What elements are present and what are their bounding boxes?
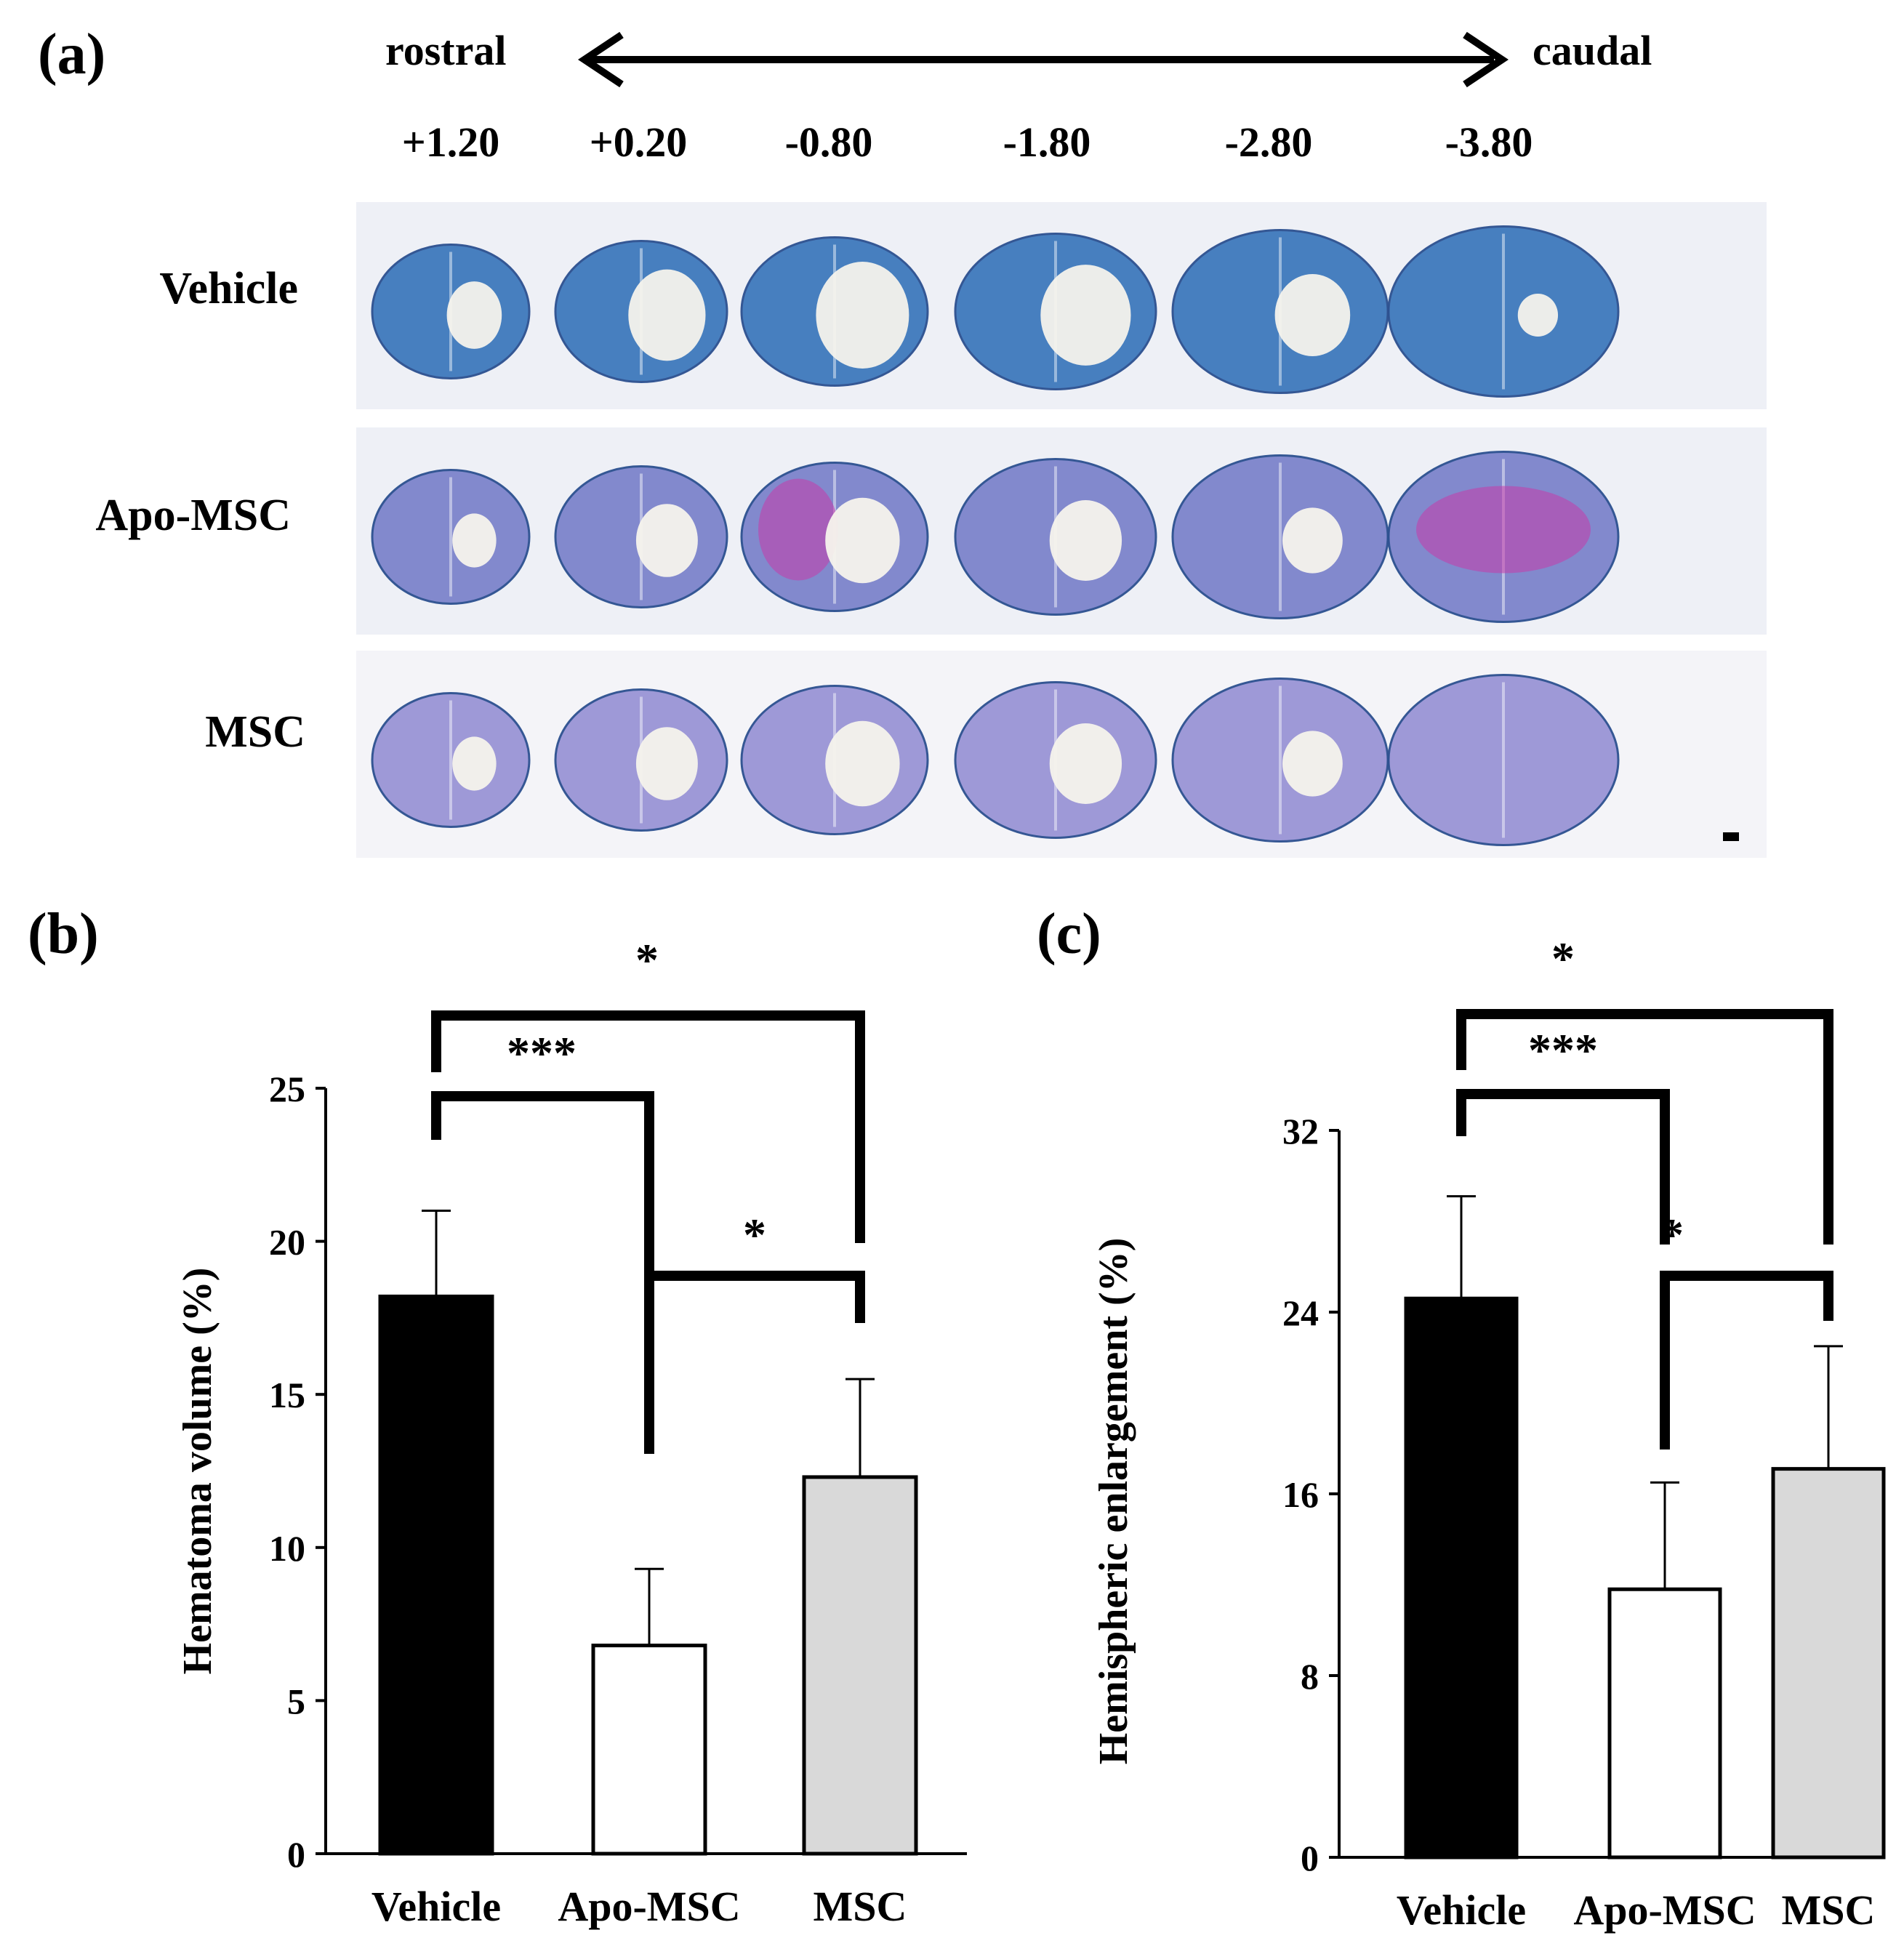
stain-row-image [356, 202, 1767, 409]
y-tick-label: 20 [269, 1222, 305, 1263]
scale-bar [1723, 832, 1739, 841]
brain-section [740, 236, 929, 387]
y-tick-label: 15 [269, 1375, 305, 1415]
y-tick-label: 16 [1282, 1474, 1319, 1515]
hematoma-volume-chart: 0 5 10 15 20 25 Hematoma volume (%) Vehicle Apo-… [175, 934, 967, 1930]
significance-label: * [1660, 1209, 1684, 1261]
x-category-label: MSC [814, 1883, 907, 1930]
brain-section [740, 685, 929, 835]
x-category-label: Apo-MSC [558, 1883, 740, 1930]
brain-section [954, 458, 1157, 616]
panel-label-a: (a) [38, 23, 106, 87]
significance-label: *** [1528, 1024, 1598, 1076]
stain-row-image [356, 651, 1767, 858]
bar [1404, 1296, 1519, 1859]
x-category-label: Apo-MSC [1573, 1886, 1756, 1934]
significance-bracket [1456, 1009, 1833, 1245]
significance-label: * [743, 1209, 766, 1261]
section-coordinate: +0.20 [589, 118, 688, 166]
brain-section [371, 469, 531, 605]
brain-section [1387, 451, 1620, 623]
brain-section [1387, 225, 1620, 398]
brain-section [554, 465, 728, 608]
x-category-label: Vehicle [371, 1883, 501, 1930]
hemispheric-enlargement-chart: 0 8 16 24 32 Hemispheric enlargement (%) Vehic… [1091, 933, 1886, 1934]
bar [378, 1294, 494, 1856]
brain-section [1387, 674, 1620, 846]
y-tick-label: 0 [287, 1834, 305, 1875]
brain-section [1171, 454, 1389, 619]
section-coordinate: +1.20 [401, 118, 500, 166]
y-tick-label: 32 [1282, 1111, 1319, 1151]
y-axis-label: Hematoma volume (%) [175, 1268, 220, 1675]
panel-label-c: (c) [1037, 902, 1101, 966]
brain-section [954, 233, 1157, 390]
brain-section [1171, 229, 1389, 394]
bar [1771, 1467, 1886, 1859]
significance-bracket [1456, 1089, 1670, 1245]
x-category-label: MSC [1782, 1886, 1876, 1934]
x-category-label: Vehicle [1397, 1886, 1526, 1934]
y-tick-label: 5 [287, 1681, 305, 1721]
brain-section [740, 462, 929, 612]
y-tick-label: 10 [269, 1528, 305, 1569]
section-coordinate: -2.80 [1224, 118, 1313, 166]
y-tick-label: 0 [1301, 1838, 1319, 1878]
significance-label: * [1551, 933, 1575, 984]
significance-label: *** [507, 1027, 577, 1079]
section-coordinate: -1.80 [1003, 118, 1091, 166]
significance-label: * [635, 934, 659, 986]
brain-section [371, 692, 531, 828]
brain-section [954, 681, 1157, 839]
bar [802, 1475, 918, 1856]
section-coordinate: -3.80 [1445, 118, 1533, 166]
brain-section [1171, 678, 1389, 843]
stain-row-label: Vehicle [159, 264, 298, 313]
significance-bracket [431, 1010, 865, 1243]
caudal-label: caudal [1533, 27, 1652, 74]
y-tick-label: 25 [269, 1069, 305, 1109]
rostral-label: rostral [385, 27, 507, 74]
stain-row-label: Apo-MSC [95, 491, 291, 540]
brain-section [554, 240, 728, 383]
panel-label-b: (b) [28, 902, 99, 966]
y-tick-label: 24 [1282, 1292, 1319, 1333]
significance-bracket [644, 1271, 865, 1454]
stain-row-image [356, 427, 1767, 635]
significance-bracket [1660, 1271, 1833, 1450]
y-tick-label: 8 [1301, 1656, 1319, 1697]
bar [1607, 1587, 1722, 1859]
brain-section [371, 244, 531, 379]
bar [591, 1644, 707, 1856]
section-coordinate: -0.80 [784, 118, 873, 166]
stain-row-label: MSC [205, 707, 305, 757]
y-axis-label: Hemispheric enlargement (%) [1091, 1238, 1136, 1765]
rostral-caudal-arrow [577, 31, 1509, 88]
brain-section [554, 688, 728, 832]
